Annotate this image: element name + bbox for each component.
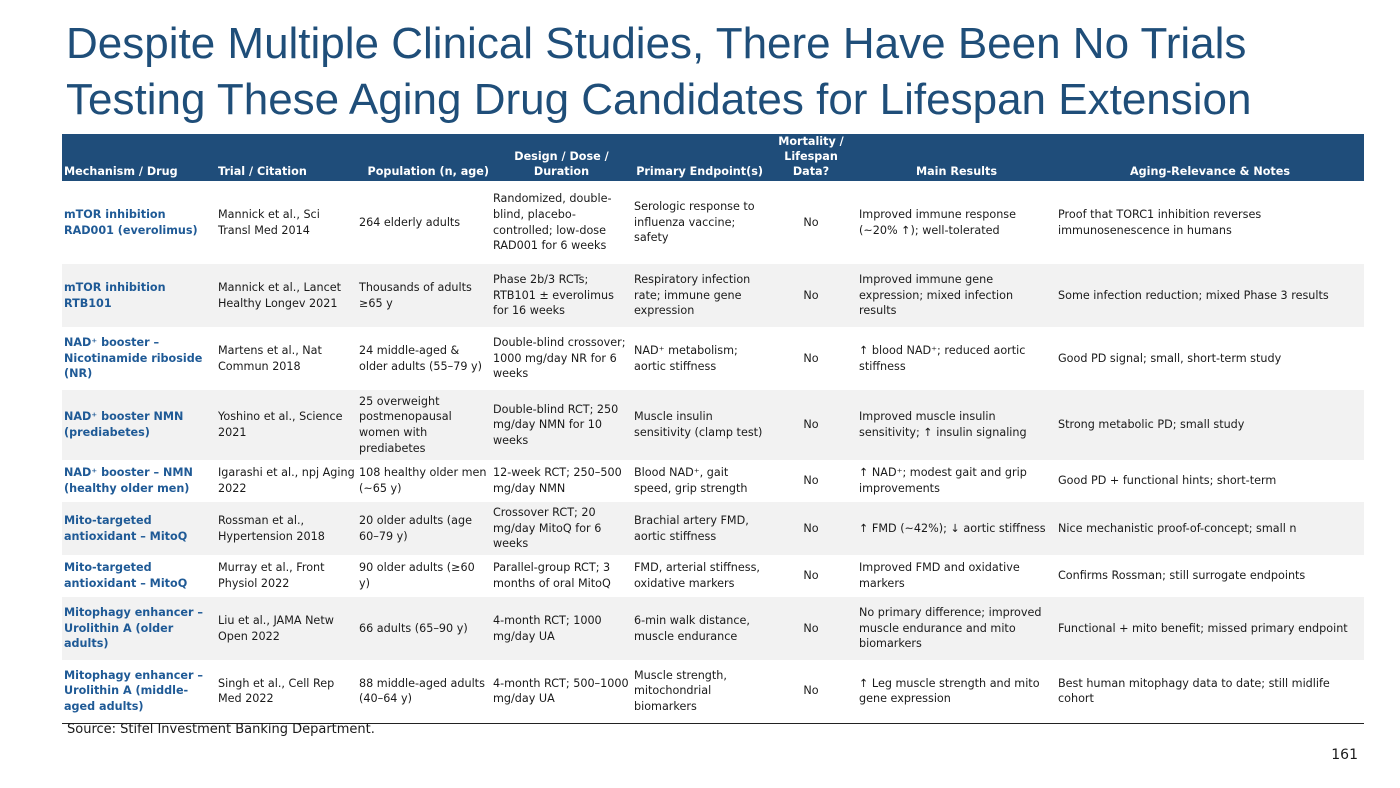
cell-design: 4-month RCT; 500–1000 mg/day UA <box>491 660 632 723</box>
cell-mortality: No <box>765 181 857 264</box>
page-number: 161 <box>1331 747 1358 763</box>
header-trial: Trial / Citation <box>216 134 357 181</box>
cell-trial: Mannick et al., Lancet Healthy Longev 20… <box>216 264 357 327</box>
cell-trial: Martens et al., Nat Commun 2018 <box>216 327 357 390</box>
cell-endpoint: 6-min walk distance, muscle endurance <box>632 597 765 660</box>
cell-results: Improved immune gene expression; mixed i… <box>857 264 1056 327</box>
header-mortality: Mortality / Lifespan Data? <box>765 134 857 181</box>
cell-mechanism: NAD⁺ booster – Nicotinamide riboside (NR… <box>62 327 216 390</box>
cell-mechanism: mTOR inhibition RAD001 (everolimus) <box>62 181 216 264</box>
table-row: NAD⁺ booster – Nicotinamide riboside (NR… <box>62 327 1364 390</box>
cell-design: Double-blind crossover; 1000 mg/day NR f… <box>491 327 632 390</box>
header-design: Design / Dose / Duration <box>491 134 632 181</box>
cell-notes: Best human mitophagy data to date; still… <box>1056 660 1364 723</box>
cell-notes: Good PD signal; small, short-term study <box>1056 327 1364 390</box>
header-endpoint: Primary Endpoint(s) <box>632 134 765 181</box>
cell-mechanism: NAD⁺ booster – NMN (healthy older men) <box>62 460 216 502</box>
cell-population: 20 older adults (age 60–79 y) <box>357 502 491 555</box>
cell-design: Parallel-group RCT; 3 months of oral Mit… <box>491 555 632 597</box>
cell-population: 90 older adults (≥60 y) <box>357 555 491 597</box>
cell-mortality: No <box>765 327 857 390</box>
cell-mortality: No <box>765 390 857 460</box>
table-row: Mito-targeted antioxidant – MitoQ Murray… <box>62 555 1364 597</box>
cell-endpoint: Brachial artery FMD, aortic stiffness <box>632 502 765 555</box>
cell-endpoint: NAD⁺ metabolism; aortic stiffness <box>632 327 765 390</box>
cell-mortality: No <box>765 264 857 327</box>
cell-design: Crossover RCT; 20 mg/day MitoQ for 6 wee… <box>491 502 632 555</box>
cell-notes: Functional + mito benefit; missed primar… <box>1056 597 1364 660</box>
cell-mortality: No <box>765 597 857 660</box>
cell-notes: Strong metabolic PD; small study <box>1056 390 1364 460</box>
cell-trial: Murray et al., Front Physiol 2022 <box>216 555 357 597</box>
header-mechanism: Mechanism / Drug <box>62 134 216 181</box>
cell-notes: Good PD + functional hints; short-term <box>1056 460 1364 502</box>
cell-trial: Yoshino et al., Science 2021 <box>216 390 357 460</box>
cell-design: Double-blind RCT; 250 mg/day NMN for 10 … <box>491 390 632 460</box>
cell-endpoint: FMD, arterial stiffness, oxidative marke… <box>632 555 765 597</box>
cell-trial: Liu et al., JAMA Netw Open 2022 <box>216 597 357 660</box>
cell-results: No primary difference; improved muscle e… <box>857 597 1056 660</box>
header-population: Population (n, age) <box>357 134 491 181</box>
cell-trial: Igarashi et al., npj Aging 2022 <box>216 460 357 502</box>
cell-population: 264 elderly adults <box>357 181 491 264</box>
table-row: Mito-targeted antioxidant – MitoQ Rossma… <box>62 502 1364 555</box>
table-row: mTOR inhibition RAD001 (everolimus) Mann… <box>62 181 1364 264</box>
cell-mortality: No <box>765 555 857 597</box>
cell-mechanism: Mitophagy enhancer – Urolithin A (older … <box>62 597 216 660</box>
cell-notes: Some infection reduction; mixed Phase 3 … <box>1056 264 1364 327</box>
clinical-trials-table: Mechanism / Drug Trial / Citation Popula… <box>62 134 1364 724</box>
cell-notes: Nice mechanistic proof-of-concept; small… <box>1056 502 1364 555</box>
cell-design: Randomized, double-blind, placebo-contro… <box>491 181 632 264</box>
cell-design: 4-month RCT; 1000 mg/day UA <box>491 597 632 660</box>
source-note: Source: Stifel Investment Banking Depart… <box>67 722 375 737</box>
cell-mechanism: Mito-targeted antioxidant – MitoQ <box>62 555 216 597</box>
cell-results: ↑ FMD (~42%); ↓ aortic stiffness <box>857 502 1056 555</box>
cell-mechanism: NAD⁺ booster NMN (prediabetes) <box>62 390 216 460</box>
cell-population: 108 healthy older men (~65 y) <box>357 460 491 502</box>
cell-endpoint: Blood NAD⁺, gait speed, grip strength <box>632 460 765 502</box>
table-header-row: Mechanism / Drug Trial / Citation Popula… <box>62 134 1364 181</box>
cell-endpoint: Muscle strength, mitochondrial biomarker… <box>632 660 765 723</box>
cell-trial: Rossman et al., Hypertension 2018 <box>216 502 357 555</box>
cell-mechanism: Mitophagy enhancer – Urolithin A (middle… <box>62 660 216 723</box>
cell-population: 66 adults (65–90 y) <box>357 597 491 660</box>
cell-results: Improved immune response (~20% ↑); well-… <box>857 181 1056 264</box>
cell-mortality: No <box>765 460 857 502</box>
cell-results: Improved muscle insulin sensitivity; ↑ i… <box>857 390 1056 460</box>
table-row: Mitophagy enhancer – Urolithin A (older … <box>62 597 1364 660</box>
cell-results: ↑ blood NAD⁺; reduced aortic stiffness <box>857 327 1056 390</box>
cell-design: 12-week RCT; 250–500 mg/day NMN <box>491 460 632 502</box>
cell-mechanism: mTOR inhibition RTB101 <box>62 264 216 327</box>
cell-population: 88 middle-aged adults (40–64 y) <box>357 660 491 723</box>
page-title: Despite Multiple Clinical Studies, There… <box>66 19 1252 124</box>
table-row: NAD⁺ booster NMN (prediabetes) Yoshino e… <box>62 390 1364 460</box>
cell-results: ↑ Leg muscle strength and mito gene expr… <box>857 660 1056 723</box>
header-results: Main Results <box>857 134 1056 181</box>
cell-mortality: No <box>765 660 857 723</box>
cell-trial: Mannick et al., Sci Transl Med 2014 <box>216 181 357 264</box>
cell-trial: Singh et al., Cell Rep Med 2022 <box>216 660 357 723</box>
cell-notes: Proof that TORC1 inhibition reverses imm… <box>1056 181 1364 264</box>
cell-endpoint: Serologic response to influenza vaccine;… <box>632 181 765 264</box>
cell-notes: Confirms Rossman; still surrogate endpoi… <box>1056 555 1364 597</box>
cell-population: Thousands of adults ≥65 y <box>357 264 491 327</box>
cell-endpoint: Respiratory infection rate; immune gene … <box>632 264 765 327</box>
table-row: Mitophagy enhancer – Urolithin A (middle… <box>62 660 1364 723</box>
cell-results: Improved FMD and oxidative markers <box>857 555 1056 597</box>
cell-population: 24 middle-aged & older adults (55–79 y) <box>357 327 491 390</box>
cell-design: Phase 2b/3 RCTs; RTB101 ± everolimus for… <box>491 264 632 327</box>
cell-mortality: No <box>765 502 857 555</box>
table-row: mTOR inhibition RTB101 Mannick et al., L… <box>62 264 1364 327</box>
header-notes: Aging-Relevance & Notes <box>1056 134 1364 181</box>
cell-endpoint: Muscle insulin sensitivity (clamp test) <box>632 390 765 460</box>
cell-population: 25 overweight postmenopausal women with … <box>357 390 491 460</box>
table-row: NAD⁺ booster – NMN (healthy older men) I… <box>62 460 1364 502</box>
cell-mechanism: Mito-targeted antioxidant – MitoQ <box>62 502 216 555</box>
cell-results: ↑ NAD⁺; modest gait and grip improvement… <box>857 460 1056 502</box>
